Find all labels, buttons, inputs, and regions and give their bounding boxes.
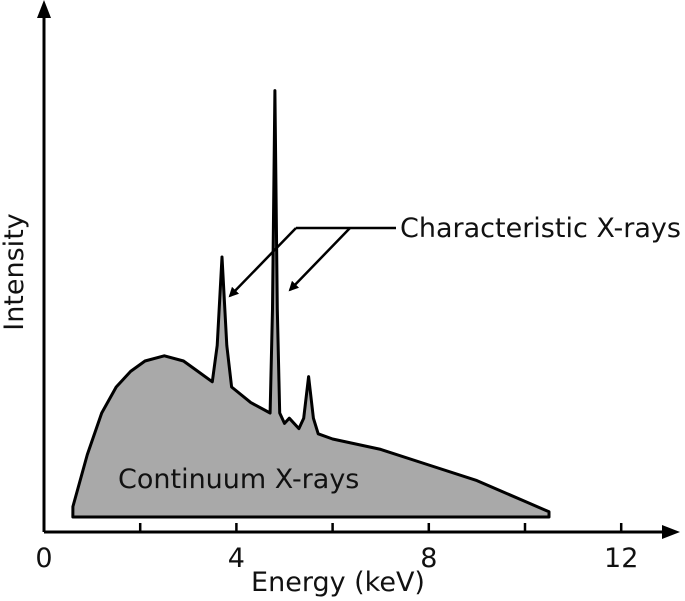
x-ticks: 0 4 8 12 bbox=[35, 523, 638, 574]
arrow-to-peak-2 bbox=[288, 227, 351, 292]
characteristic-xrays-label: Characteristic X-rays bbox=[400, 213, 681, 244]
x-tick-label: 8 bbox=[420, 543, 437, 574]
x-axis-title: Energy (keV) bbox=[251, 567, 425, 598]
x-tick-label: 12 bbox=[604, 543, 638, 574]
continuum-xrays-label: Continuum X-rays bbox=[118, 464, 359, 495]
plot-area bbox=[71, 89, 551, 519]
x-tick-label: 4 bbox=[228, 543, 245, 574]
y-axis-title: Intensity bbox=[0, 213, 30, 331]
arrow-to-peak-1 bbox=[228, 227, 297, 298]
x-tick-label: 0 bbox=[35, 543, 52, 574]
annotation-arrows bbox=[228, 226, 396, 298]
spectrum-area bbox=[71, 89, 551, 519]
